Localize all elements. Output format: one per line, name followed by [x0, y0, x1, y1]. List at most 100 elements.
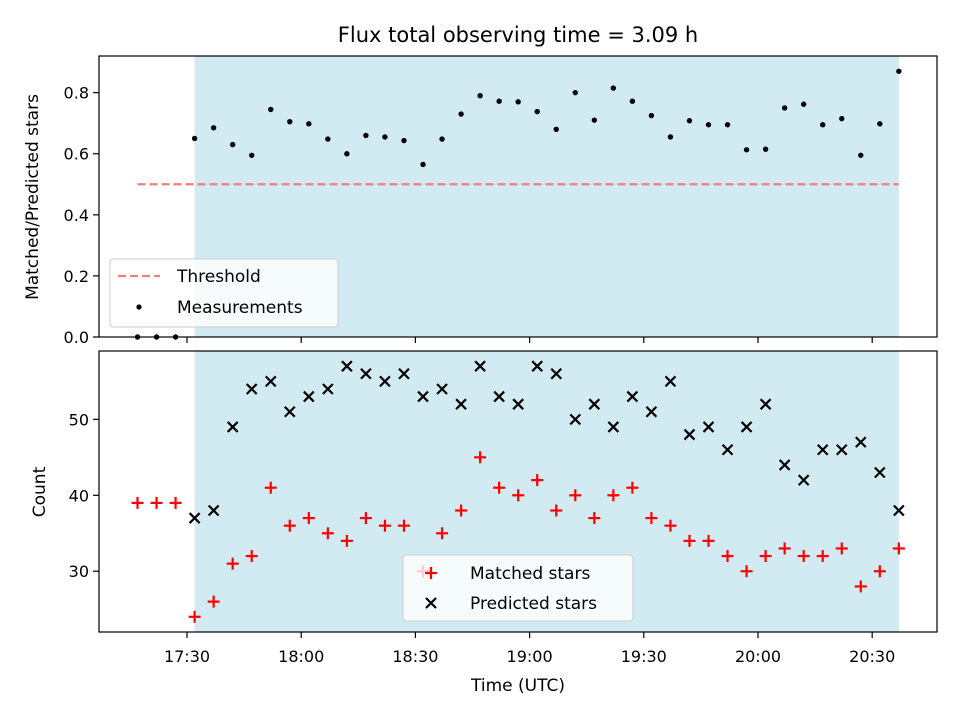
predicted-stars-point: [322, 383, 334, 395]
matched-stars-point: [740, 565, 753, 578]
legend-predicted-swatch: [425, 597, 437, 609]
measurement-point: [534, 108, 540, 115]
predicted-stars-point: [531, 360, 543, 372]
predicted-stars-point: [797, 474, 810, 486]
x-axis-label: Time (UTC): [470, 676, 565, 696]
predicted-stars-point: [207, 504, 220, 517]
predicted-stars-point: [226, 421, 239, 433]
matched-stars-point: [321, 527, 334, 540]
measurement-point: [229, 141, 236, 148]
x-tick-label: 20:00: [735, 647, 781, 666]
measurement-point: [363, 132, 369, 139]
measurement-point: [781, 105, 788, 111]
predicted-stars-point: [607, 421, 620, 433]
predicted-stars-point: [569, 413, 582, 426]
chart-title: Flux total observing time = 3.09 h: [338, 23, 698, 47]
matched-stars-point: [150, 496, 163, 509]
top-legend: Threshold Measurements: [109, 258, 339, 328]
measurement-point: [667, 134, 674, 140]
y-tick-label: 0.0: [64, 328, 89, 347]
legend-measurements-label: Measurements: [177, 298, 303, 318]
measurement-point: [477, 93, 483, 99]
measurement-point: [686, 118, 693, 124]
predicted-stars-point: [398, 368, 410, 380]
matched-stars-point: [436, 527, 449, 540]
bottom-x-ticks: 17:30 18:00 18:30 19:00 19:30 20:00 20:30: [164, 632, 895, 666]
predicted-stars-point: [626, 390, 639, 403]
predicted-stars-point: [245, 383, 258, 395]
top-panel: 0.00.20.40.60.8 Matched/Predicted stars …: [23, 55, 938, 347]
measurement-point: [287, 118, 293, 125]
y-tick-label: 0.2: [64, 267, 89, 286]
predicted-stars-point: [874, 466, 886, 479]
measurement-point: [439, 136, 445, 142]
matched-stars-point: [550, 504, 563, 517]
measurement-point: [648, 112, 655, 119]
y-tick-label: 0.6: [64, 145, 89, 164]
predicted-stars-point: [550, 368, 563, 380]
matched-stars-point: [302, 512, 315, 525]
bottom-y-axis-label: Count: [30, 466, 50, 517]
predicted-stars-point: [284, 405, 296, 418]
matched-stars-point: [759, 550, 772, 563]
matched-stars-point: [588, 512, 601, 525]
matched-stars-point: [892, 542, 905, 555]
matched-stars-point: [264, 481, 277, 494]
bottom-y-ticks: 30 40 50: [69, 410, 99, 581]
measurement-point: [268, 106, 274, 113]
matched-stars-point: [512, 489, 525, 502]
predicted-stars-point: [816, 443, 829, 456]
measurement-point: [743, 147, 750, 153]
top-legend-box: [109, 258, 339, 328]
x-tick-label: 20:30: [849, 647, 895, 666]
matched-stars-point: [854, 580, 867, 593]
predicted-stars-point: [436, 383, 448, 395]
predicted-stars-point: [855, 436, 867, 448]
y-tick-label: 50: [69, 410, 89, 429]
bottom-plot-frame: [98, 350, 938, 633]
matched-stars-point: [797, 550, 810, 563]
matched-stars-point: [778, 542, 791, 555]
predicted-stars-point: [264, 375, 277, 388]
matched-stars-point: [474, 451, 487, 464]
predicted-stars-point: [455, 398, 467, 410]
matched-stars-point: [455, 504, 468, 517]
matched-stars-point: [188, 610, 201, 623]
matched-stars-point: [816, 550, 829, 563]
matched-stars-point: [207, 595, 220, 608]
matched-stars-point: [378, 519, 391, 532]
measurement-point: [210, 125, 217, 131]
predicted-stars-point: [835, 443, 848, 456]
predicted-stars-point: [417, 390, 429, 403]
bottom-panel: 30 40 50 17:30 18:00 18:30 19:00 19:30 20:00 20:…: [30, 350, 938, 666]
top-y-axis-label: Matched/Predicted stars: [23, 94, 43, 300]
matched-stars-point: [397, 519, 410, 532]
predicted-stars-point: [303, 390, 315, 403]
legend-threshold-label: Threshold: [176, 267, 261, 287]
measurement-point: [762, 146, 769, 152]
matched-stars-point: [283, 519, 296, 532]
matched-stars-point: [169, 496, 182, 509]
predicted-stars-point: [759, 398, 772, 410]
matched-stars-point: [569, 489, 582, 502]
matched-stars-point: [245, 550, 258, 563]
predicted-stars-point: [893, 504, 905, 517]
measurement-point: [572, 89, 578, 96]
predicted-stars-point: [341, 360, 353, 372]
measurement-point: [191, 135, 198, 142]
predicted-stars-point: [702, 421, 715, 433]
y-tick-label: 30: [69, 562, 89, 581]
matched-stars-point: [835, 542, 848, 555]
matched-stars-point: [702, 534, 715, 547]
x-tick-label: 19:30: [621, 647, 667, 666]
measurement-point: [724, 122, 731, 128]
measurement-point: [344, 151, 350, 157]
measurement-point: [306, 121, 312, 127]
predicted-stars-point: [512, 398, 524, 410]
measurement-point: [877, 121, 883, 127]
matched-stars-point: [626, 481, 639, 494]
matched-stars-point: [607, 489, 620, 502]
measurement-point: [839, 115, 845, 122]
measurement-point: [820, 122, 826, 128]
measurement-point: [896, 68, 902, 74]
